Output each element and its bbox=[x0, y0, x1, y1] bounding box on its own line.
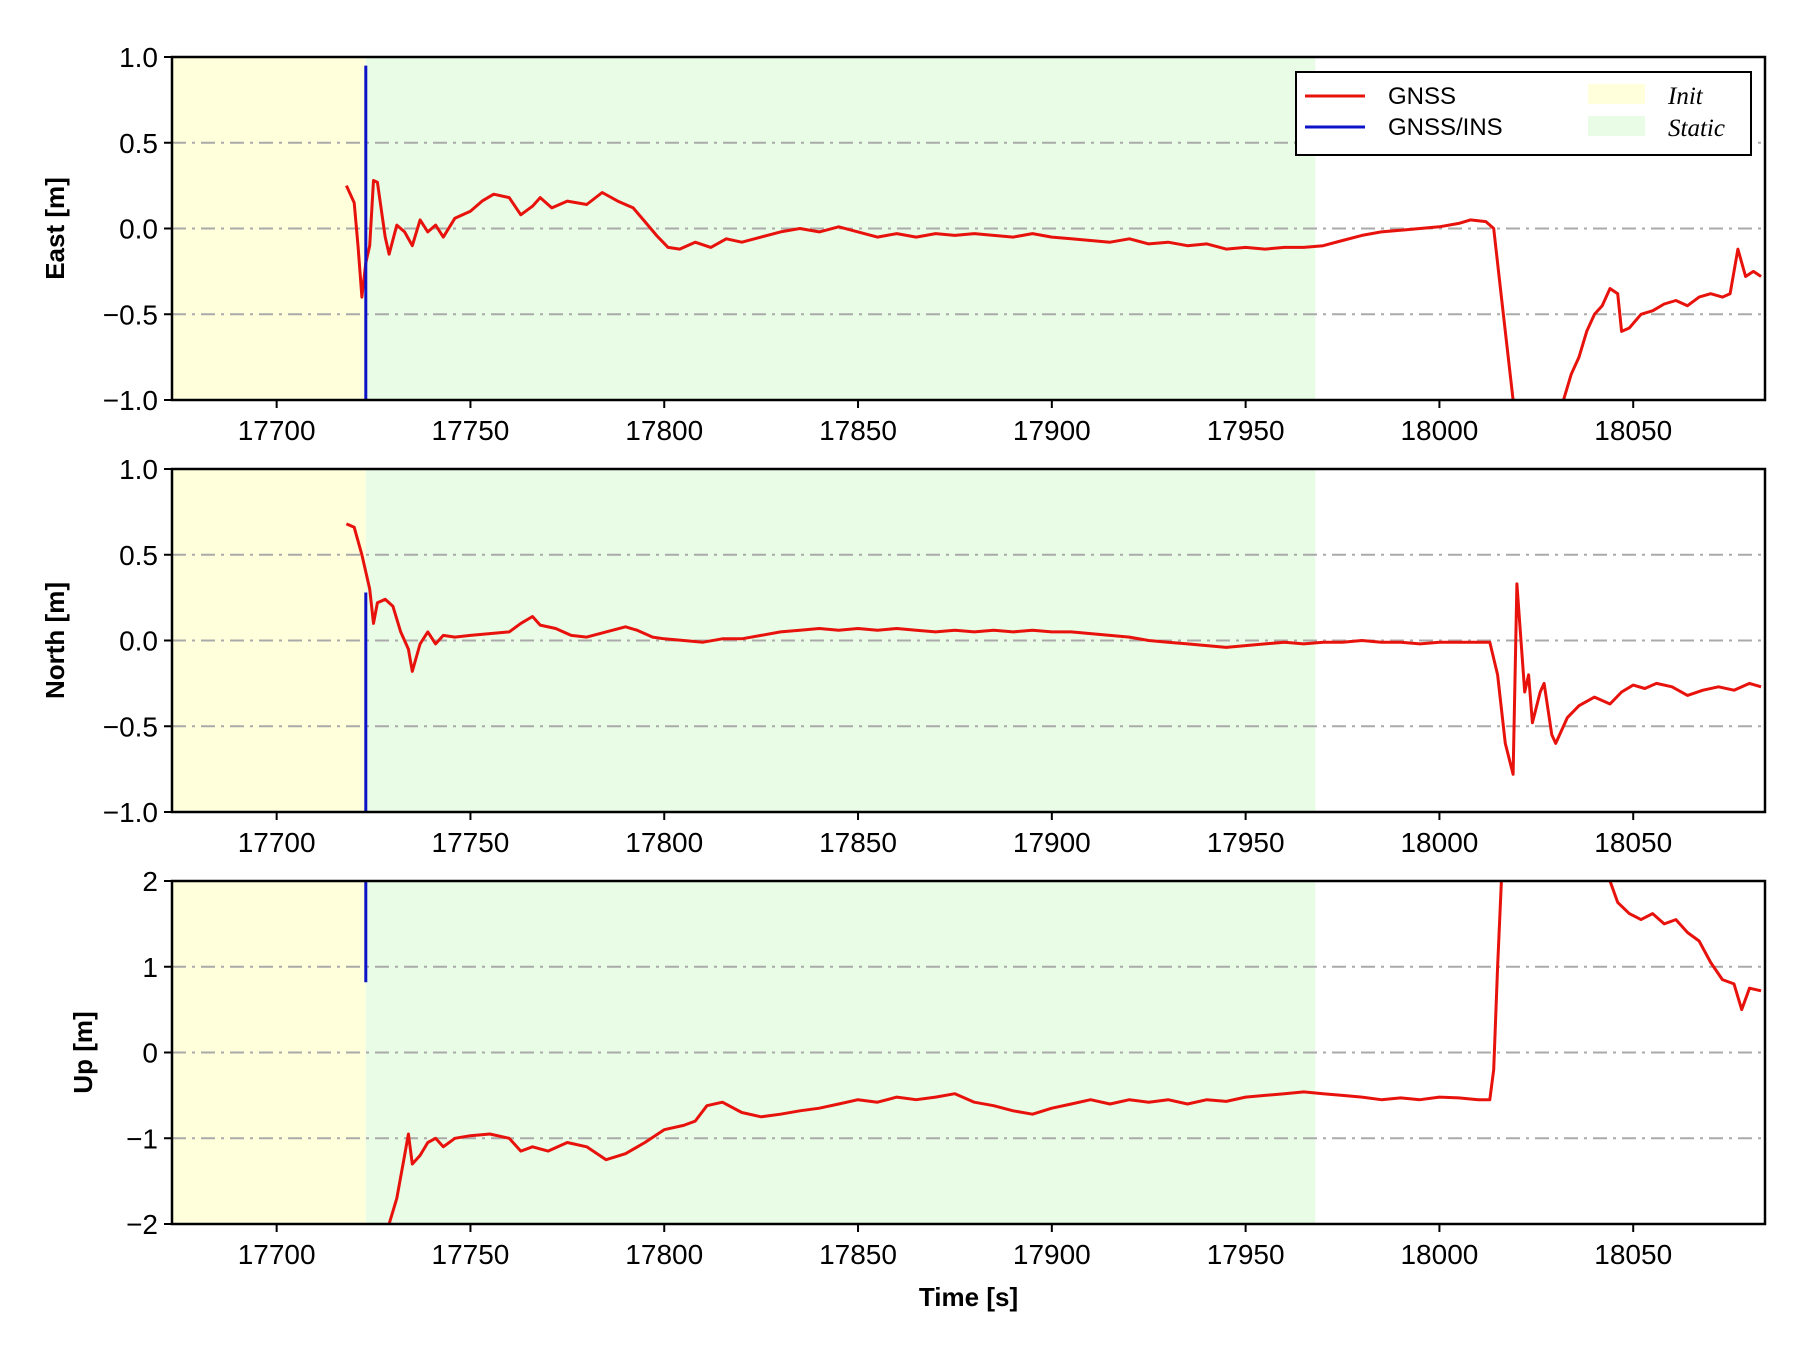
x-tick-label: 17750 bbox=[432, 827, 510, 858]
y-tick-label: −1.0 bbox=[103, 385, 158, 416]
x-tick-label: 18000 bbox=[1400, 827, 1478, 858]
x-tick-label: 17900 bbox=[1013, 827, 1091, 858]
x-tick-label: 17800 bbox=[625, 415, 703, 446]
series-gnss bbox=[387, 881, 1503, 1224]
legend-gnss-label: GNSS bbox=[1388, 83, 1456, 110]
legend-init-label: Init bbox=[1667, 83, 1704, 110]
y-tick-label: 0.0 bbox=[119, 214, 158, 245]
y-tick-label: 0.5 bbox=[119, 540, 158, 571]
y-axis-title: Up [m] bbox=[68, 1011, 98, 1093]
x-tick-label: 18050 bbox=[1594, 415, 1672, 446]
series-group bbox=[345, 522, 1762, 812]
legend-static-label: Static bbox=[1668, 115, 1725, 142]
y-tick-label: 0.5 bbox=[119, 128, 158, 159]
y-tick-label: 2 bbox=[142, 866, 158, 897]
x-tick-label: 17800 bbox=[625, 1239, 703, 1270]
y-tick-label: −1.0 bbox=[103, 797, 158, 828]
y-tick-label: −0.5 bbox=[103, 299, 158, 330]
series-group bbox=[345, 65, 1762, 400]
y-tick-label: −0.5 bbox=[103, 711, 158, 742]
legend-gnss-ins-label: GNSS/INS bbox=[1388, 114, 1503, 141]
y-tick-label: 1 bbox=[142, 952, 158, 983]
x-tick-label: 18000 bbox=[1400, 415, 1478, 446]
y-axis-title: North [m] bbox=[40, 582, 70, 699]
x-axis-title: Time [s] bbox=[919, 1282, 1018, 1312]
y-tick-label: 1.0 bbox=[119, 42, 158, 73]
x-tick-label: 17900 bbox=[1013, 1239, 1091, 1270]
series-gnss bbox=[345, 179, 1515, 400]
series-gnss bbox=[1562, 247, 1762, 400]
x-tick-label: 17950 bbox=[1207, 415, 1285, 446]
y-tick-label: 0.0 bbox=[119, 626, 158, 657]
x-tick-label: 17850 bbox=[819, 415, 897, 446]
y-tick-label: 0 bbox=[142, 1038, 158, 1069]
x-tick-label: 17950 bbox=[1207, 1239, 1285, 1270]
y-axis-title: East [m] bbox=[40, 177, 70, 280]
series-group bbox=[364, 881, 1762, 1224]
x-tick-label: 17700 bbox=[238, 827, 316, 858]
panel-1: 1.0 0.5 0.0 −0.5 −1.0 17700 17750 17800 17850 179… bbox=[40, 42, 1767, 446]
y-tick-label: −1 bbox=[126, 1123, 158, 1154]
x-tick-label: 17750 bbox=[432, 415, 510, 446]
y-tick-label: −2 bbox=[126, 1209, 158, 1240]
x-tick-label: 18000 bbox=[1400, 1239, 1478, 1270]
legend: GNSS GNSS/INS Init Static bbox=[1295, 71, 1752, 156]
legend-frame bbox=[1295, 71, 1752, 156]
series-gnss bbox=[345, 522, 1762, 776]
legend-static-swatch bbox=[1588, 116, 1645, 136]
x-tick-label: 17950 bbox=[1207, 827, 1285, 858]
x-tick-label: 17850 bbox=[819, 827, 897, 858]
x-tick-label: 17750 bbox=[432, 1239, 510, 1270]
x-tick-label: 18050 bbox=[1594, 1239, 1672, 1270]
panel-3: 2 1 0 −1 −2 17700 17750 17800 17850 17900 17950 180… bbox=[68, 866, 1767, 1270]
x-tick-label: 17800 bbox=[625, 827, 703, 858]
panel-2: 1.0 0.5 0.0 −0.5 −1.0 17700 17750 17800 17850 179… bbox=[40, 454, 1767, 858]
legend-init-swatch bbox=[1588, 84, 1645, 104]
x-tick-label: 17700 bbox=[238, 415, 316, 446]
x-tick-label: 17700 bbox=[238, 1239, 316, 1270]
x-tick-label: 17850 bbox=[819, 1239, 897, 1270]
x-tick-label: 17900 bbox=[1013, 415, 1091, 446]
y-tick-label: 1.0 bbox=[119, 454, 158, 485]
series-gnss bbox=[1608, 881, 1762, 1012]
x-tick-label: 18050 bbox=[1594, 827, 1672, 858]
